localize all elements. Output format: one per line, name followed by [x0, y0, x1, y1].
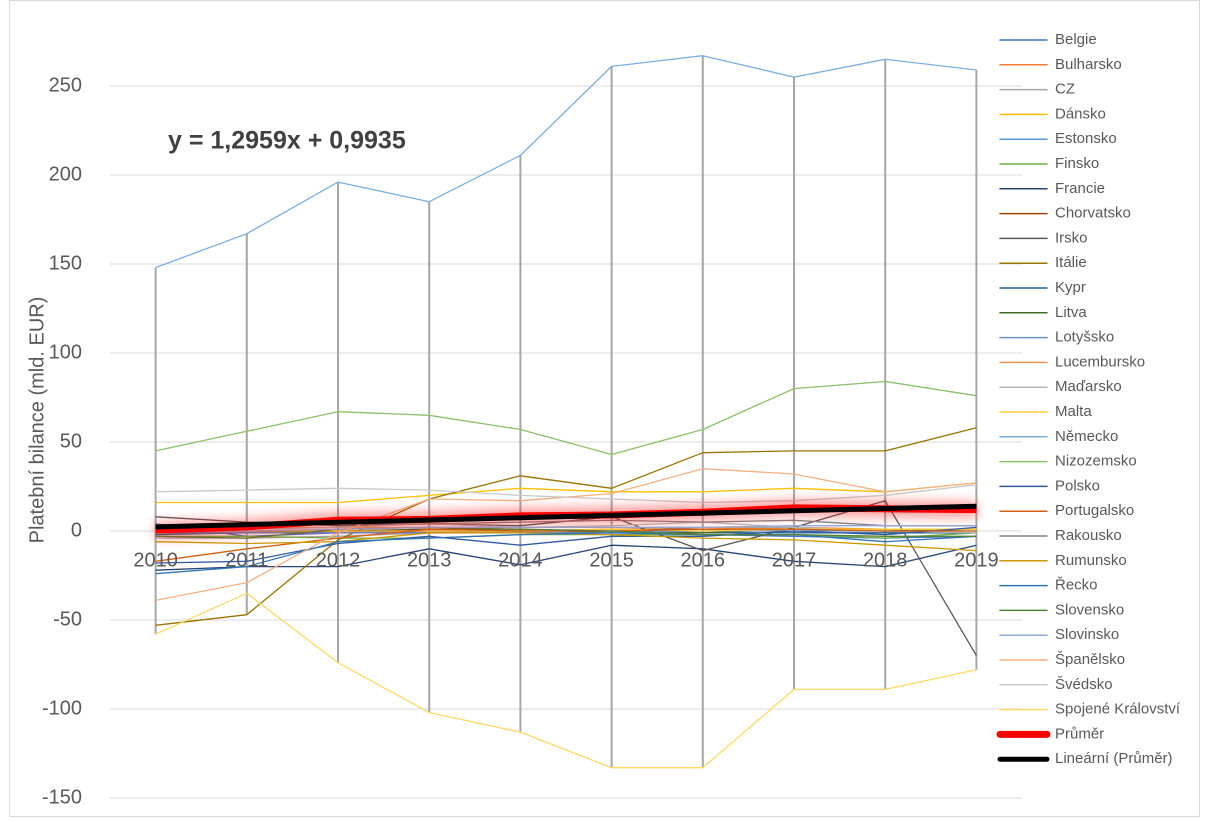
series-line [155, 532, 977, 575]
legend-label: Francie [1055, 180, 1105, 197]
chart-frame [9, 0, 1200, 817]
legend-label: Maďarsko [1055, 378, 1122, 395]
legend-label: Kypr [1055, 279, 1086, 296]
legend-label: Řecko [1055, 577, 1098, 594]
x-tick-label: 2015 [589, 549, 634, 571]
y-tick-label: 100 [49, 341, 82, 363]
x-tick-label: 2018 [863, 549, 908, 571]
y-tick-label: 150 [49, 252, 82, 274]
y-axis-label: Platební bilance (mld. EUR) [26, 297, 48, 544]
series-line [155, 526, 977, 539]
x-tick-label: 2012 [316, 549, 361, 571]
legend-label: Portugalsko [1055, 502, 1134, 519]
legend-label: Rumunsko [1055, 552, 1127, 569]
legend-label: Itálie [1055, 254, 1087, 271]
legend-label: Dánsko [1055, 105, 1106, 122]
legend-label: Finsko [1055, 155, 1099, 172]
legend-label: Spojené Království [1055, 701, 1181, 718]
series-line [155, 380, 977, 456]
legend-label: Lucembursko [1055, 353, 1145, 370]
series-line [155, 528, 977, 562]
x-tick-label: 2013 [407, 549, 452, 571]
legend-label: Lotyšsko [1055, 329, 1114, 346]
legend-label: CZ [1055, 81, 1075, 98]
legend-label: Litva [1055, 304, 1087, 321]
series-line [155, 530, 977, 534]
x-tick-label: 2010 [133, 549, 178, 571]
legend-label: Polsko [1055, 477, 1100, 494]
legend-label: Rakousko [1055, 527, 1122, 544]
y-tick-label: -150 [42, 786, 82, 808]
y-tick-label: -100 [42, 697, 82, 719]
x-tick-label: 2014 [498, 549, 543, 571]
x-tick-label: 2016 [681, 549, 726, 571]
legend-label: Španělsko [1055, 651, 1125, 668]
y-tick-label: 250 [49, 74, 82, 96]
series-line [155, 544, 977, 571]
series-line [155, 592, 977, 769]
trendline-equation: y = 1,2959x + 0,9935 [168, 127, 406, 155]
legend-label: Lineární (Průměr) [1055, 750, 1173, 767]
series-line [155, 482, 977, 504]
series-line [155, 55, 977, 269]
legend-label: Malta [1055, 403, 1092, 420]
y-tick-label: -50 [53, 608, 82, 630]
y-tick-label: 0 [71, 519, 82, 541]
legend-label: Belgie [1055, 31, 1097, 48]
x-tick-label: 2019 [954, 549, 999, 571]
series-line [155, 484, 977, 504]
legend-label: Průměr [1055, 725, 1104, 742]
series-line [155, 427, 977, 626]
series-line [155, 503, 977, 530]
legend-label: Bulharsko [1055, 56, 1122, 73]
y-tick-label: 50 [60, 430, 82, 452]
legend-label: Irsko [1055, 229, 1088, 246]
y-tick-label: 200 [49, 163, 82, 185]
series-line [155, 526, 977, 564]
legend-label: Slovensko [1055, 601, 1124, 618]
x-tick-label: 2011 [225, 549, 268, 571]
legend-label: Německo [1055, 428, 1118, 445]
legend-label: Švédsko [1055, 676, 1113, 693]
series-line [155, 532, 977, 539]
legend-label: Chorvatsko [1055, 205, 1131, 222]
x-tick-label: 2017 [772, 549, 817, 571]
legend-label: Nizozemsko [1055, 453, 1137, 470]
legend-label: Estonsko [1055, 130, 1117, 147]
legend-label: Slovinsko [1055, 626, 1119, 643]
